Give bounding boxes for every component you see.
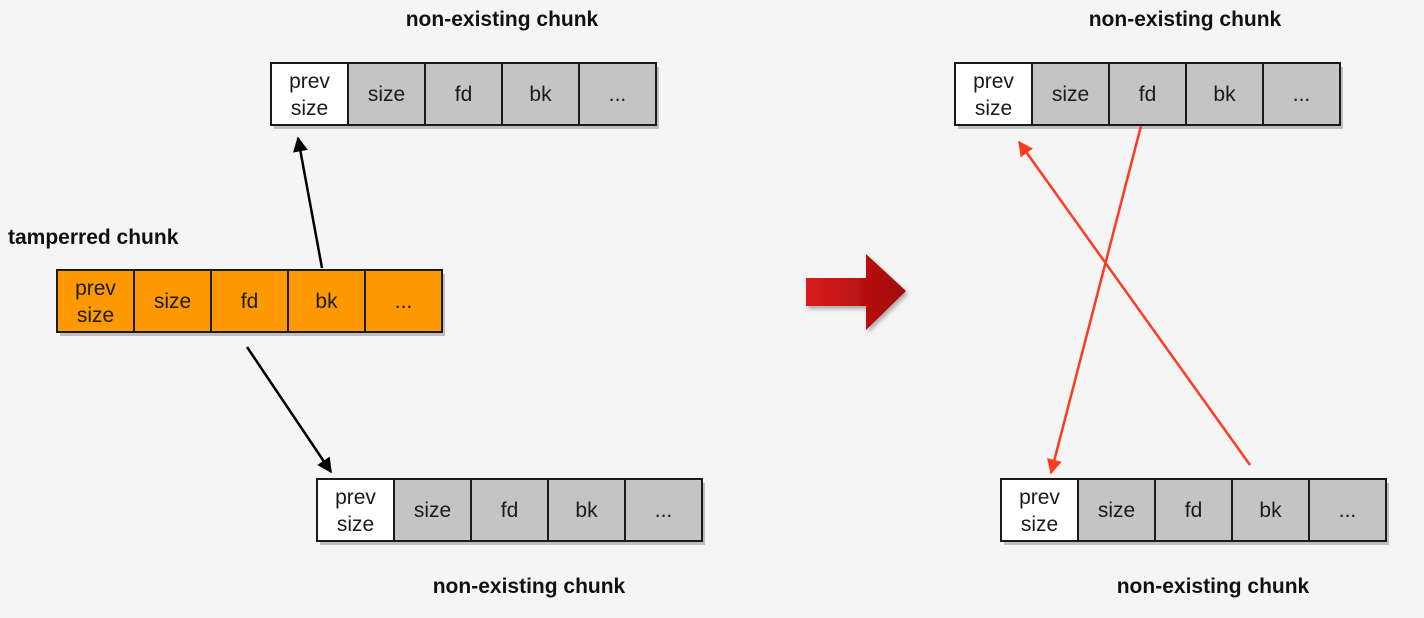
field-cell-dotsdotsdots [364, 269, 443, 333]
fd-unlinked-arrow [1047, 125, 1143, 475]
field-label: bk [529, 83, 552, 106]
field-cell-fd [1154, 478, 1233, 542]
field-cell-dotsdotsdots [624, 478, 703, 542]
field-cell-bk [287, 269, 366, 333]
field-label: prev [973, 70, 1014, 93]
bk-unlinked-arrow [1017, 140, 1252, 466]
field-label: size [291, 97, 328, 120]
field-label: size [368, 83, 405, 106]
chunk-top-right: prev size size fd bk... [954, 62, 1343, 129]
bottom-chunk-title-right: non-existing chunk [1117, 575, 1310, 598]
field-label: fd [501, 499, 519, 522]
chunk-tampered: prev size size fd bk... [56, 269, 445, 336]
field-label: fd [1185, 499, 1203, 522]
right-arrow-icon [806, 254, 906, 330]
field-label: fd [1139, 83, 1157, 106]
bk-pointer-arrow [293, 136, 324, 269]
field-label: ... [655, 499, 673, 522]
field-cell-prev-size [56, 269, 135, 333]
field-label: prev [335, 486, 376, 509]
field-cell-dotsdotsdots [1262, 62, 1341, 126]
field-label: bk [1213, 83, 1236, 106]
field-label: prev [75, 277, 116, 300]
field-label: bk [1259, 499, 1282, 522]
field-cell-fd [470, 478, 549, 542]
field-label: ... [1339, 499, 1357, 522]
fd-pointer-arrow [245, 346, 333, 474]
field-label: size [154, 290, 191, 313]
field-label: fd [241, 290, 259, 313]
field-cell-size [1031, 62, 1110, 126]
field-label: size [975, 97, 1012, 120]
field-cell-prev-size [270, 62, 349, 126]
field-label: bk [575, 499, 598, 522]
top-chunk-title-right: non-existing chunk [1089, 8, 1282, 31]
chunk-bottom-left: prev size size fd bk... [316, 478, 705, 545]
field-cell-bk [1231, 478, 1310, 542]
field-label: prev [289, 70, 330, 93]
field-label: size [337, 513, 374, 536]
field-label: ... [1293, 83, 1311, 106]
field-cell-fd [424, 62, 503, 126]
field-label: ... [395, 290, 413, 313]
tampered-chunk-title: tamperred chunk [8, 226, 179, 249]
field-cell-prev-size [954, 62, 1033, 126]
field-label: size [1098, 499, 1135, 522]
field-cell-fd [210, 269, 289, 333]
field-label: prev [1019, 486, 1060, 509]
field-label: ... [609, 83, 627, 106]
right-panel: non-existing chunk prev size size fd bk... p… [954, 8, 1389, 598]
chunk-top-left: prev size size fd bk... [270, 62, 659, 129]
field-cell-prev-size [316, 478, 395, 542]
top-chunk-title-left: non-existing chunk [406, 8, 599, 31]
field-cell-fd [1108, 62, 1187, 126]
bottom-chunk-title-left: non-existing chunk [433, 575, 626, 598]
field-cell-prev-size [1000, 478, 1079, 542]
field-cell-dotsdotsdots [1308, 478, 1387, 542]
field-label: bk [315, 290, 338, 313]
field-cell-size [133, 269, 212, 333]
field-label: size [1052, 83, 1089, 106]
field-label: size [77, 304, 114, 327]
field-label: size [414, 499, 451, 522]
field-cell-size [347, 62, 426, 126]
field-label: fd [455, 83, 473, 106]
field-cell-bk [501, 62, 580, 126]
chunk-bottom-right: prev size size fd bk... [1000, 478, 1389, 545]
field-cell-dotsdotsdots [578, 62, 657, 126]
left-panel: non-existing chunk prev size size fd bk... t… [8, 8, 705, 598]
field-label: size [1021, 513, 1058, 536]
